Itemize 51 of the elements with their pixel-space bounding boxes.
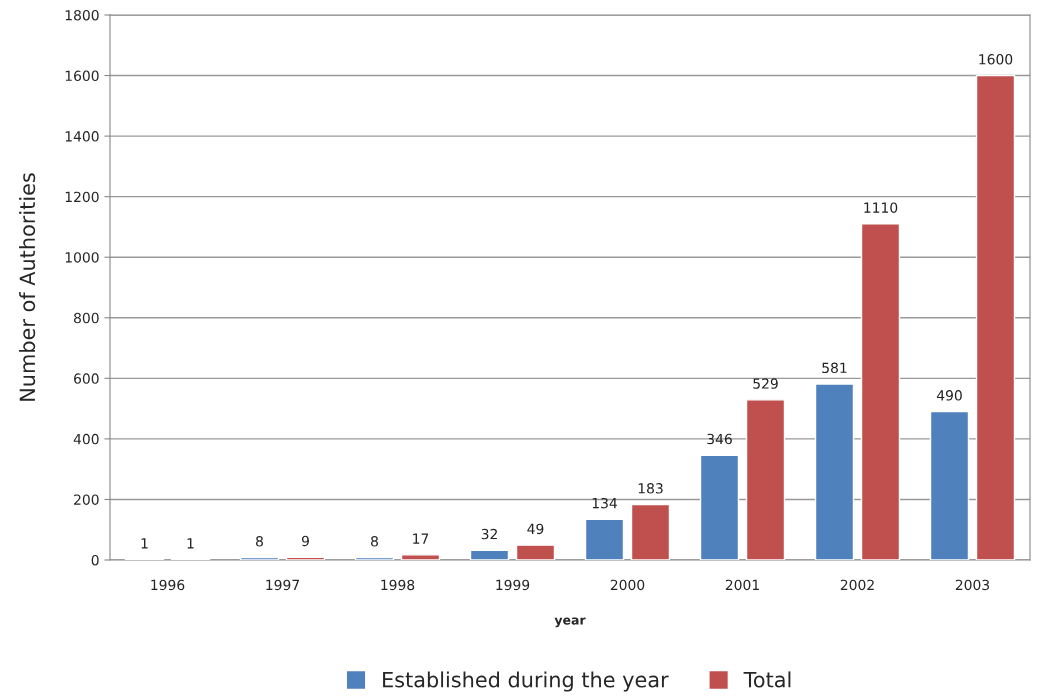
bar [814,383,855,560]
data-label: 1 [141,538,148,549]
x-axis-title: year [554,617,586,628]
data-label: 8 [256,536,263,547]
bar [354,556,395,560]
data-label: 134 [592,497,617,509]
data-label: 1600 [979,54,1013,65]
data-label: 1110 [864,202,898,213]
data-label: 490 [936,390,962,401]
legend-label: Established during the year [383,671,669,692]
data-label: 9 [301,535,309,547]
y-tick-label: 0 [91,554,99,566]
y-tick-label: 800 [74,312,99,324]
x-tick-label: 1996 [151,579,185,591]
x-tick-label: 1998 [381,579,415,591]
data-label: 49 [527,523,544,535]
x-tick-label: 2003 [955,579,990,591]
bar [584,518,625,560]
data-label: 17 [413,533,429,544]
x-tick-label: 1997 [266,579,299,591]
bar [929,410,970,560]
bar [745,399,786,560]
bar [975,74,1016,560]
y-tick-label: 600 [74,373,99,384]
x-tick-label: 2002 [840,579,874,591]
bar [699,454,740,560]
y-tick-label: 200 [74,494,99,505]
data-label: 183 [638,483,663,494]
y-tick-label: 1400 [65,131,99,142]
legend-label: Total [743,671,791,688]
y-tick-label: 1600 [65,70,99,82]
x-tick-label: 1999 [496,579,530,591]
x-tick-label: 2000 [610,579,645,591]
data-label: 32 [481,528,497,540]
y-tick-label: 400 [73,433,99,445]
bar [469,549,510,560]
bar [515,544,556,560]
bar [400,554,441,560]
y-axis-title: Number of Authorities [19,173,36,401]
y-tick-label: 1000 [65,252,99,263]
data-label: 346 [707,433,732,445]
data-label: 581 [822,362,847,374]
data-label: 8 [371,536,378,547]
y-tick-label: 1200 [65,191,99,203]
bar [860,223,901,560]
bar [630,503,671,560]
data-label: 529 [753,378,778,389]
y-tick-label: 1800 [65,9,99,21]
bar [239,556,280,560]
data-label: 1 [187,538,194,549]
x-tick-label: 2001 [725,579,759,591]
